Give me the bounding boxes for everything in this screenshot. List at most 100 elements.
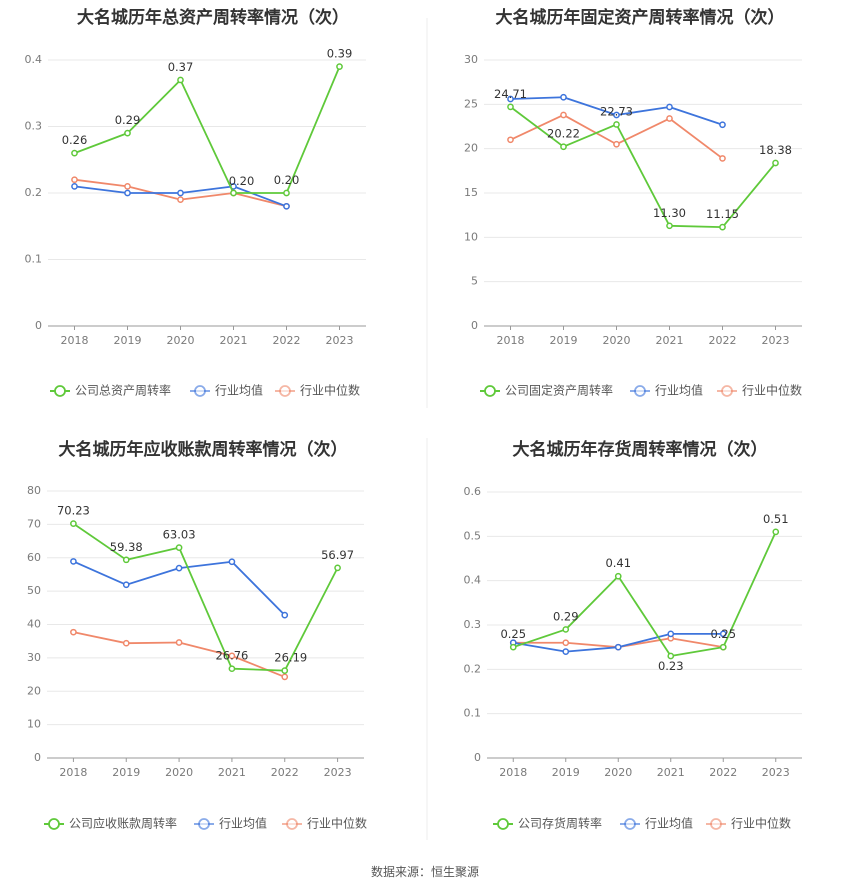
data-point-median[interactable] [175,639,183,646]
x-tick-label: 2020 [167,334,195,347]
data-point-avg[interactable] [666,103,673,111]
data-point-company[interactable] [71,149,78,157]
data-point-avg[interactable] [562,648,570,655]
data-point-company[interactable] [122,556,130,564]
data-point-company[interactable] [509,643,517,651]
data-point-company[interactable] [336,63,343,71]
x-tick-label: 2022 [709,766,737,779]
data-point-median[interactable] [562,639,570,647]
data-point-company[interactable] [124,129,131,137]
data-point-company[interactable] [614,572,622,580]
legend-item-avg[interactable]: 行业均值 [620,816,693,831]
legend-item-median[interactable]: 行业中位数 [706,816,791,831]
x-tick-label: 2018 [59,766,87,779]
data-point-median[interactable] [71,176,78,184]
data-point-company[interactable] [613,121,620,128]
data-point-avg[interactable] [283,202,290,210]
data-point-median[interactable] [613,140,620,148]
data-point-company[interactable] [772,159,779,167]
data-point-company[interactable] [230,189,237,197]
data-point-avg[interactable] [124,189,131,197]
data-point-median[interactable] [177,196,184,203]
legend-item-avg[interactable]: 行业均值 [630,383,703,398]
data-point-company[interactable] [281,667,289,674]
y-tick-label: 20 [27,684,41,697]
data-point-avg[interactable] [560,93,567,101]
data-point-company[interactable] [70,520,77,527]
data-point-company[interactable] [334,564,341,572]
data-label: 59.38 [110,540,143,554]
legend-item-median[interactable]: 行业中位数 [275,383,360,398]
data-label: 0.25 [500,627,526,641]
data-label: 0.20 [274,173,300,187]
data-label: 0.29 [115,113,141,127]
legend-marker-icon [710,818,722,830]
data-point-median[interactable] [122,639,130,647]
data-point-avg[interactable] [228,558,236,566]
x-tick-label: 2021 [218,766,246,779]
legend-marker-icon [624,818,636,830]
legend-item-median[interactable]: 行业中位数 [717,383,802,398]
legend-item-company[interactable]: 公司总资产周转率 [50,383,171,398]
y-tick-label: 0.2 [464,662,482,675]
legend-item-company[interactable]: 公司固定资产周转率 [480,383,613,398]
x-tick-label: 2018 [499,766,527,779]
data-point-median[interactable] [281,673,289,681]
data-point-avg[interactable] [667,630,675,638]
data-point-company[interactable] [719,223,726,231]
data-point-company[interactable] [560,143,567,151]
data-point-median[interactable] [507,136,514,144]
x-tick-label: 2023 [324,766,352,779]
legend-marker-icon [634,385,646,397]
data-point-avg[interactable] [177,189,184,197]
legend-item-median[interactable]: 行业中位数 [282,816,367,831]
data-point-company[interactable] [177,76,184,84]
data-point-avg[interactable] [175,564,183,572]
data-point-avg[interactable] [719,121,726,129]
data-point-company[interactable] [507,103,514,111]
data-point-median[interactable] [719,155,726,162]
series-line-company [512,531,777,657]
data-point-avg[interactable] [719,630,727,638]
data-point-company[interactable] [667,652,675,660]
x-tick-label: 2020 [165,766,193,779]
series-line-company [72,522,339,672]
data-point-company[interactable] [719,643,727,651]
data-label: 0.37 [168,60,194,74]
data-point-median[interactable] [70,628,77,636]
data-label: 0.20 [229,174,255,188]
data-point-avg[interactable] [71,183,78,190]
legend-item-company[interactable]: 公司存货周转率 [493,816,602,831]
data-label: 20.22 [547,127,580,141]
data-point-company[interactable] [666,222,673,230]
y-tick-label: 0.1 [464,707,482,720]
legend-label: 行业中位数 [300,383,360,398]
data-point-avg[interactable] [507,95,514,103]
legend-item-company[interactable]: 公司应收账款周转率 [44,816,177,831]
data-point-median[interactable] [124,183,131,190]
data-point-avg[interactable] [122,581,130,589]
legend-item-avg[interactable]: 行业均值 [190,383,263,398]
y-tick-label: 0.4 [25,53,43,66]
legend-item-avg[interactable]: 行业均值 [194,816,267,831]
x-tick-label: 2019 [550,334,578,347]
data-point-avg[interactable] [281,611,289,619]
data-point-median[interactable] [228,652,236,660]
y-tick-label: 0.6 [464,485,482,498]
data-point-company[interactable] [228,665,236,673]
data-point-company[interactable] [175,544,183,551]
data-point-median[interactable] [666,115,673,122]
data-point-company[interactable] [283,189,290,197]
source-footnote: 数据来源：恒生聚源 [371,864,479,879]
y-tick-label: 0.3 [25,120,43,133]
data-point-median[interactable] [560,111,567,119]
data-point-company[interactable] [772,528,780,536]
data-point-avg[interactable] [613,111,620,119]
data-point-avg[interactable] [614,643,622,651]
y-tick-label: 0.5 [464,529,482,542]
data-point-company[interactable] [562,626,570,633]
data-label: 24.71 [494,87,527,101]
legend-label: 公司存货周转率 [518,816,602,831]
data-point-avg[interactable] [70,558,77,565]
